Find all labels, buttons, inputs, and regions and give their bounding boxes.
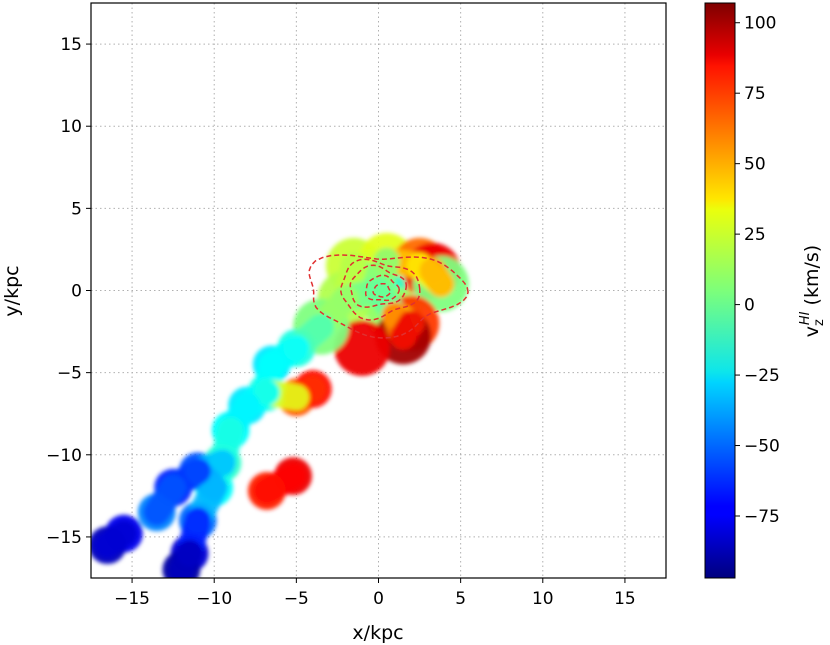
colorbar-tick-label: 0 (744, 296, 755, 316)
colorbar-tick-label: −50 (744, 437, 780, 457)
y-tick-label: 5 (71, 199, 82, 219)
x-tick-label: −10 (196, 589, 232, 609)
y-tick-label: 0 (71, 282, 82, 302)
colorbar-gradient (704, 2, 736, 579)
hi-velocity-map (91, 232, 469, 578)
hi-velocity-bridge (94, 520, 137, 559)
colorbar-title-unit: (km/s) (801, 245, 823, 312)
y-axis: −15 −10 −5 0 5 10 15 (46, 35, 91, 548)
x-tick-label: −15 (114, 589, 150, 609)
y-tick-label: 10 (60, 117, 82, 137)
density-contour (349, 264, 408, 308)
x-tick-label: 0 (373, 589, 384, 609)
hi-velocity-bridge (419, 257, 455, 298)
y-tick-label: −10 (46, 446, 82, 466)
colorbar-tick-label: −25 (744, 366, 780, 386)
density-contours (308, 254, 469, 339)
x-tick-label: 5 (455, 589, 466, 609)
x-axis: −15 −10 −5 0 5 10 15 (114, 578, 636, 609)
y-axis-title: y/kpc (1, 265, 23, 316)
x-tick-label: 10 (532, 589, 554, 609)
colorbar-tick-label: −75 (744, 507, 780, 527)
colorbar-title-sub: z (812, 319, 827, 326)
colorbar-title-main: v (801, 326, 823, 337)
colorbar-ticks: −75 −50 −25 0 25 50 75 100 (735, 14, 780, 527)
colorbar: −75 −50 −25 0 25 50 75 100 vzHI (km/s) (704, 2, 827, 579)
colorbar-tick-label: 50 (744, 155, 766, 175)
density-contour (308, 254, 469, 339)
density-contour (340, 258, 421, 321)
colorbar-tick-label: 100 (744, 14, 776, 34)
hi-velocity-bridge (168, 540, 203, 578)
colorbar-tick-label: 75 (744, 84, 766, 104)
colorbar-title-sup: HI (798, 311, 813, 325)
x-tick-label: 15 (614, 589, 636, 609)
y-tick-label: 15 (60, 35, 82, 55)
y-tick-label: −5 (57, 364, 82, 384)
colorbar-tick-label: 25 (744, 225, 766, 245)
y-tick-label: −15 (46, 528, 82, 548)
x-axis-title: x/kpc (352, 622, 403, 644)
hi-velocity-bridge (143, 474, 187, 526)
hi-velocity-bridge (253, 463, 307, 505)
colorbar-title: vzHI (km/s) (798, 245, 827, 337)
x-tick-label: −5 (284, 589, 309, 609)
hi-velocity-patch (334, 320, 391, 376)
